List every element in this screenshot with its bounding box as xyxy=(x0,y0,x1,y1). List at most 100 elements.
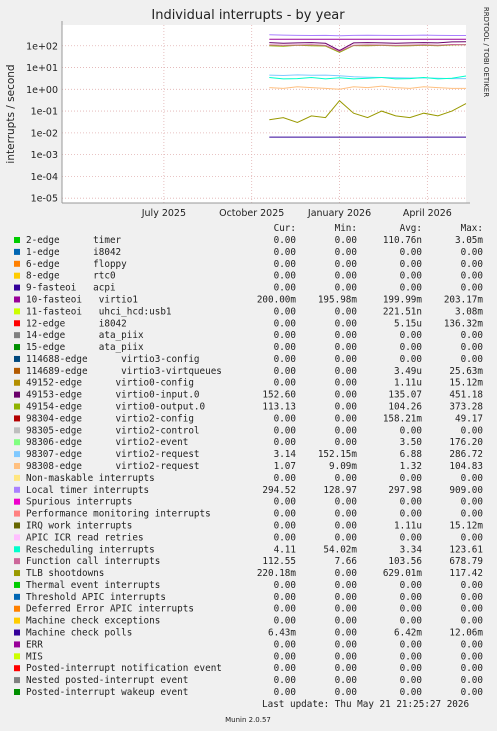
legend-label: 2-edge timer xyxy=(26,235,122,246)
legend-stat: 0.00 xyxy=(335,663,357,674)
legend-label: Machine check exceptions xyxy=(26,616,160,627)
legend-stat: 117.42 xyxy=(449,568,483,579)
legend-stat: 0.00 xyxy=(274,330,296,341)
legend-label: 10-fasteoi virtio1 xyxy=(26,294,138,305)
legend-label: Posted-interrupt notification event xyxy=(26,663,222,674)
series-line xyxy=(269,75,467,80)
last-update: Last update: Thu May 21 21:25:27 2026 xyxy=(262,699,469,710)
legend-stat: 3.49u xyxy=(394,366,422,377)
legend-stat: 110.76n xyxy=(383,235,422,246)
legend-stat: 0.00 xyxy=(400,497,422,508)
legend-stat: 0.00 xyxy=(274,675,296,686)
y-tick-label: 1e-03 xyxy=(31,150,58,161)
legend-stat: 15.12m xyxy=(449,520,483,531)
y-tick-label: 1e+02 xyxy=(26,41,58,52)
legend-stat: 0.00 xyxy=(461,509,483,520)
legend-stat: 1.07 xyxy=(274,461,296,472)
legend-swatch xyxy=(14,415,20,422)
legend-stat: 6.88 xyxy=(400,449,422,460)
legend-stat: 0.00 xyxy=(274,259,296,270)
legend-swatch xyxy=(14,605,20,612)
series-line xyxy=(269,85,466,90)
y-tick-label: 1e+01 xyxy=(26,63,58,74)
legend-stat: 195.98m xyxy=(318,294,358,305)
legend-label: TLB shootdowns xyxy=(26,568,104,579)
legend-stat: 0.00 xyxy=(461,283,483,294)
legend-stat: 1.11u xyxy=(394,520,422,531)
legend-label: Thermal event interrupts xyxy=(26,580,160,591)
legend-stat: 286.72 xyxy=(449,449,483,460)
legend-label: Spurious interrupts xyxy=(26,497,132,508)
legend-stat: 221.51n xyxy=(383,306,422,317)
legend-stat: 0.00 xyxy=(274,604,296,615)
legend-stat: 0.00 xyxy=(461,616,483,627)
legend-stat: 0.00 xyxy=(335,616,357,627)
x-tick-label: October 2025 xyxy=(219,208,284,219)
legend-stat: 0.00 xyxy=(400,425,422,436)
y-tick-label: 1e-02 xyxy=(31,128,58,139)
legend-stat: 0.00 xyxy=(400,651,422,662)
y-axis-label: interrupts / second xyxy=(5,64,17,163)
legend-swatch xyxy=(14,284,20,291)
legend-stat: 0.00 xyxy=(274,509,296,520)
legend-swatch xyxy=(14,379,20,386)
legend-stat: 0.00 xyxy=(274,283,296,294)
legend-label: 49152-edge virtio0-config xyxy=(26,378,194,389)
legend-swatch xyxy=(14,570,20,577)
legend-label: 98306-edge virtio2-event xyxy=(26,437,188,448)
legend-stat: 104.26 xyxy=(388,402,422,413)
legend-swatch xyxy=(14,593,20,600)
legend-label: 12-edge i8042 xyxy=(26,318,127,329)
legend-stat: 0.00 xyxy=(461,639,483,650)
legend-swatch xyxy=(14,272,20,279)
legend-stat: 0.00 xyxy=(400,271,422,282)
legend-swatch xyxy=(14,581,20,588)
legend-stat: 0.00 xyxy=(400,354,422,365)
legend-stat: 0.00 xyxy=(335,580,357,591)
legend-label: Deferred Error APIC interrupts xyxy=(26,604,194,615)
legend-label: 49153-edge virtio0-input.0 xyxy=(26,390,200,401)
legend-label: 6-edge floppy xyxy=(26,259,127,270)
legend-label: IRQ work interrupts xyxy=(26,520,132,531)
legend-label: 14-edge ata_piix xyxy=(26,330,144,341)
legend-label: Machine check polls xyxy=(26,628,132,639)
legend-swatch xyxy=(14,653,20,660)
legend-swatch xyxy=(14,546,20,553)
legend-swatch xyxy=(14,522,20,529)
legend-stat: 0.00 xyxy=(335,425,357,436)
legend-stat: 0.00 xyxy=(335,306,357,317)
legend-stat: 176.20 xyxy=(449,437,483,448)
legend-label: ERR xyxy=(26,639,43,650)
legend-stat: 451.18 xyxy=(449,390,483,401)
y-tick-label: 1e+00 xyxy=(26,85,58,96)
legend-swatch xyxy=(14,320,20,327)
stats-header: Avg: xyxy=(400,223,422,234)
y-tick-label: 1e-05 xyxy=(31,194,58,205)
legend-swatch xyxy=(14,665,20,672)
legend-stat: 0.00 xyxy=(461,604,483,615)
legend-label: APIC ICR read retries xyxy=(26,532,144,543)
legend-swatch xyxy=(14,641,20,648)
legend-stat: 0.00 xyxy=(400,342,422,353)
series-line xyxy=(269,41,467,52)
legend-label: 98305-edge virtio2-control xyxy=(26,425,200,436)
legend-label: MIS xyxy=(26,651,43,662)
legend-swatch xyxy=(14,510,20,517)
legend-stat: 294.52 xyxy=(262,485,296,496)
stats-header: Min: xyxy=(335,223,357,234)
legend-stat: 6.43m xyxy=(268,628,296,639)
legend-stat: 629.01m xyxy=(383,568,423,579)
legend-stat: 3.14 xyxy=(274,449,297,460)
legend-label: 98308-edge virtio2-request xyxy=(26,461,200,472)
legend-stat: 0.00 xyxy=(274,247,296,258)
legend-stat: 0.00 xyxy=(274,687,296,698)
legend-stat: 0.00 xyxy=(461,330,483,341)
legend-stat: 373.28 xyxy=(449,402,483,413)
legend-stat: 199.99m xyxy=(383,294,423,305)
legend-stat: 0.00 xyxy=(274,366,296,377)
legend-stat: 0.00 xyxy=(400,509,422,520)
legend-stat: 3.08m xyxy=(455,306,483,317)
legend-stat: 0.00 xyxy=(335,378,357,389)
legend-stat: 0.00 xyxy=(400,259,422,270)
legend-stat: 0.00 xyxy=(461,247,483,258)
